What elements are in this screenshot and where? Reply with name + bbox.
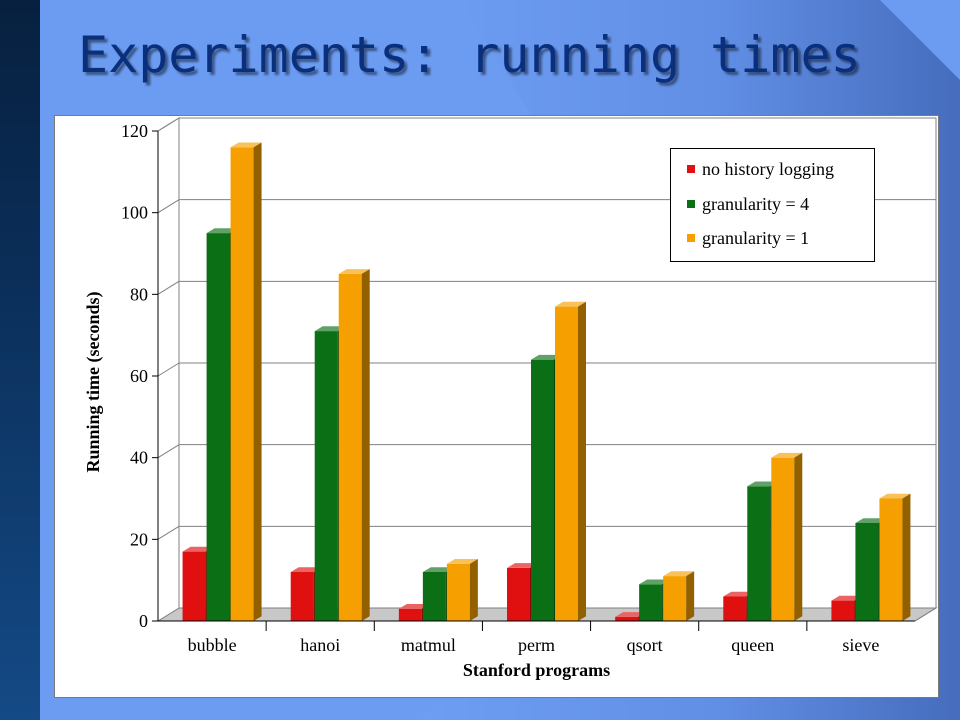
gridline-side [157, 117, 180, 132]
chart-legend: no history logging granularity = 4 granu… [670, 148, 875, 262]
slide-left-bar [0, 0, 40, 720]
bar-side-sieve-granularity-1 [902, 493, 911, 621]
gridline-side [157, 280, 180, 295]
bar-top-matmul-granularity-1 [446, 559, 478, 564]
x-tick-label-matmul: matmul [401, 635, 456, 655]
y-tick-label: 60 [130, 366, 148, 386]
legend-swatch-red [687, 165, 695, 173]
bar-top-hanoi-granularity-1 [338, 269, 370, 274]
gridline-side [157, 525, 180, 540]
bar-qsort-no-history-logging [615, 616, 639, 621]
x-tick-label-hanoi: hanoi [300, 635, 340, 655]
bar-side-qsort-granularity-1 [686, 571, 695, 621]
bar-perm-no-history-logging [507, 567, 530, 621]
bar-top-qsort-granularity-4 [639, 579, 671, 585]
bar-qsort-granularity-4 [639, 584, 663, 621]
gridline-side [157, 362, 180, 377]
legend-label: granularity = 4 [702, 193, 810, 214]
bar-hanoi-granularity-4 [314, 331, 338, 621]
bar-top-hanoi-granularity-4 [314, 326, 346, 332]
y-axis-title: Running time (seconds) [83, 291, 104, 472]
gridline-side [157, 199, 180, 214]
bar-side-perm-granularity-1 [578, 301, 586, 621]
bar-top-bubble-no-history-logging [182, 546, 214, 552]
bar-top-matmul-granularity-4 [422, 567, 454, 572]
x-tick-label-qsort: qsort [627, 635, 663, 655]
bar-top-bubble-granularity-1 [230, 142, 262, 148]
bar-hanoi-granularity-1 [338, 273, 362, 621]
bar-sieve-granularity-4 [855, 523, 879, 621]
bar-top-qsort-no-history-logging [615, 612, 647, 617]
bar-bubble-no-history-logging [182, 551, 206, 621]
bar-side-bubble-granularity-1 [253, 142, 262, 621]
legend-label: granularity = 1 [702, 227, 810, 248]
bar-matmul-granularity-4 [422, 572, 446, 621]
bar-perm-granularity-1 [555, 306, 578, 621]
x-tick-label-sieve: sieve [842, 635, 879, 655]
y-tick-label: 40 [130, 448, 148, 468]
bar-side-queen-granularity-1 [794, 452, 803, 621]
x-axis-title: Stanford programs [463, 660, 610, 680]
slide-title: Experiments: running times [78, 26, 861, 84]
x-tick-label-bubble: bubble [188, 635, 237, 655]
bar-queen-no-history-logging [723, 596, 747, 621]
legend-swatch-green [687, 200, 695, 208]
bar-sieve-granularity-1 [879, 498, 903, 621]
bar-top-sieve-no-history-logging [831, 595, 863, 601]
bar-side-matmul-granularity-1 [469, 559, 478, 621]
y-tick-label: 120 [121, 121, 148, 141]
legend-swatch-orange [687, 234, 695, 242]
bar-top-matmul-no-history-logging [398, 603, 430, 609]
gridline-side [157, 444, 180, 459]
y-tick-label: 0 [139, 611, 148, 631]
bar-top-hanoi-no-history-logging [290, 567, 322, 572]
legend-item-granularity-4: granularity = 4 [687, 194, 809, 214]
x-tick-label-perm: perm [518, 635, 555, 655]
y-tick-label: 100 [121, 203, 148, 223]
bar-queen-granularity-1 [771, 457, 795, 621]
legend-item-granularity-1: granularity = 1 [687, 228, 809, 248]
floor-edge [914, 607, 937, 622]
bar-matmul-no-history-logging [398, 608, 422, 621]
bar-queen-granularity-4 [747, 486, 771, 621]
bar-top-queen-granularity-1 [771, 452, 803, 458]
bar-top-qsort-granularity-1 [663, 571, 695, 577]
bar-top-perm-granularity-1 [555, 301, 586, 307]
bar-bubble-granularity-1 [230, 147, 254, 622]
y-tick-label: 20 [130, 529, 148, 549]
bar-side-hanoi-granularity-1 [361, 269, 370, 621]
bar-top-queen-no-history-logging [723, 591, 755, 597]
bar-sieve-no-history-logging [831, 600, 855, 621]
bar-matmul-granularity-1 [446, 563, 470, 621]
bar-top-queen-granularity-4 [747, 481, 779, 487]
bar-hanoi-no-history-logging [290, 572, 314, 621]
bar-top-bubble-granularity-4 [206, 228, 238, 234]
x-tick-label-queen: queen [731, 635, 774, 655]
bar-perm-granularity-4 [531, 359, 554, 621]
bar-bubble-granularity-4 [206, 233, 230, 621]
bar-top-sieve-granularity-4 [855, 518, 887, 523]
bar-top-perm-no-history-logging [507, 563, 538, 568]
bar-top-sieve-granularity-1 [879, 493, 911, 499]
y-tick-label: 80 [130, 284, 148, 304]
legend-label: no history logging [702, 158, 835, 179]
chart-area: 0 20 40 60 80 100 120 bubble hanoi matmul perm qsor… [54, 115, 939, 698]
bar-qsort-granularity-1 [663, 576, 687, 621]
bar-top-perm-granularity-4 [531, 354, 562, 360]
legend-item-no-history-logging: no history logging [687, 159, 834, 179]
